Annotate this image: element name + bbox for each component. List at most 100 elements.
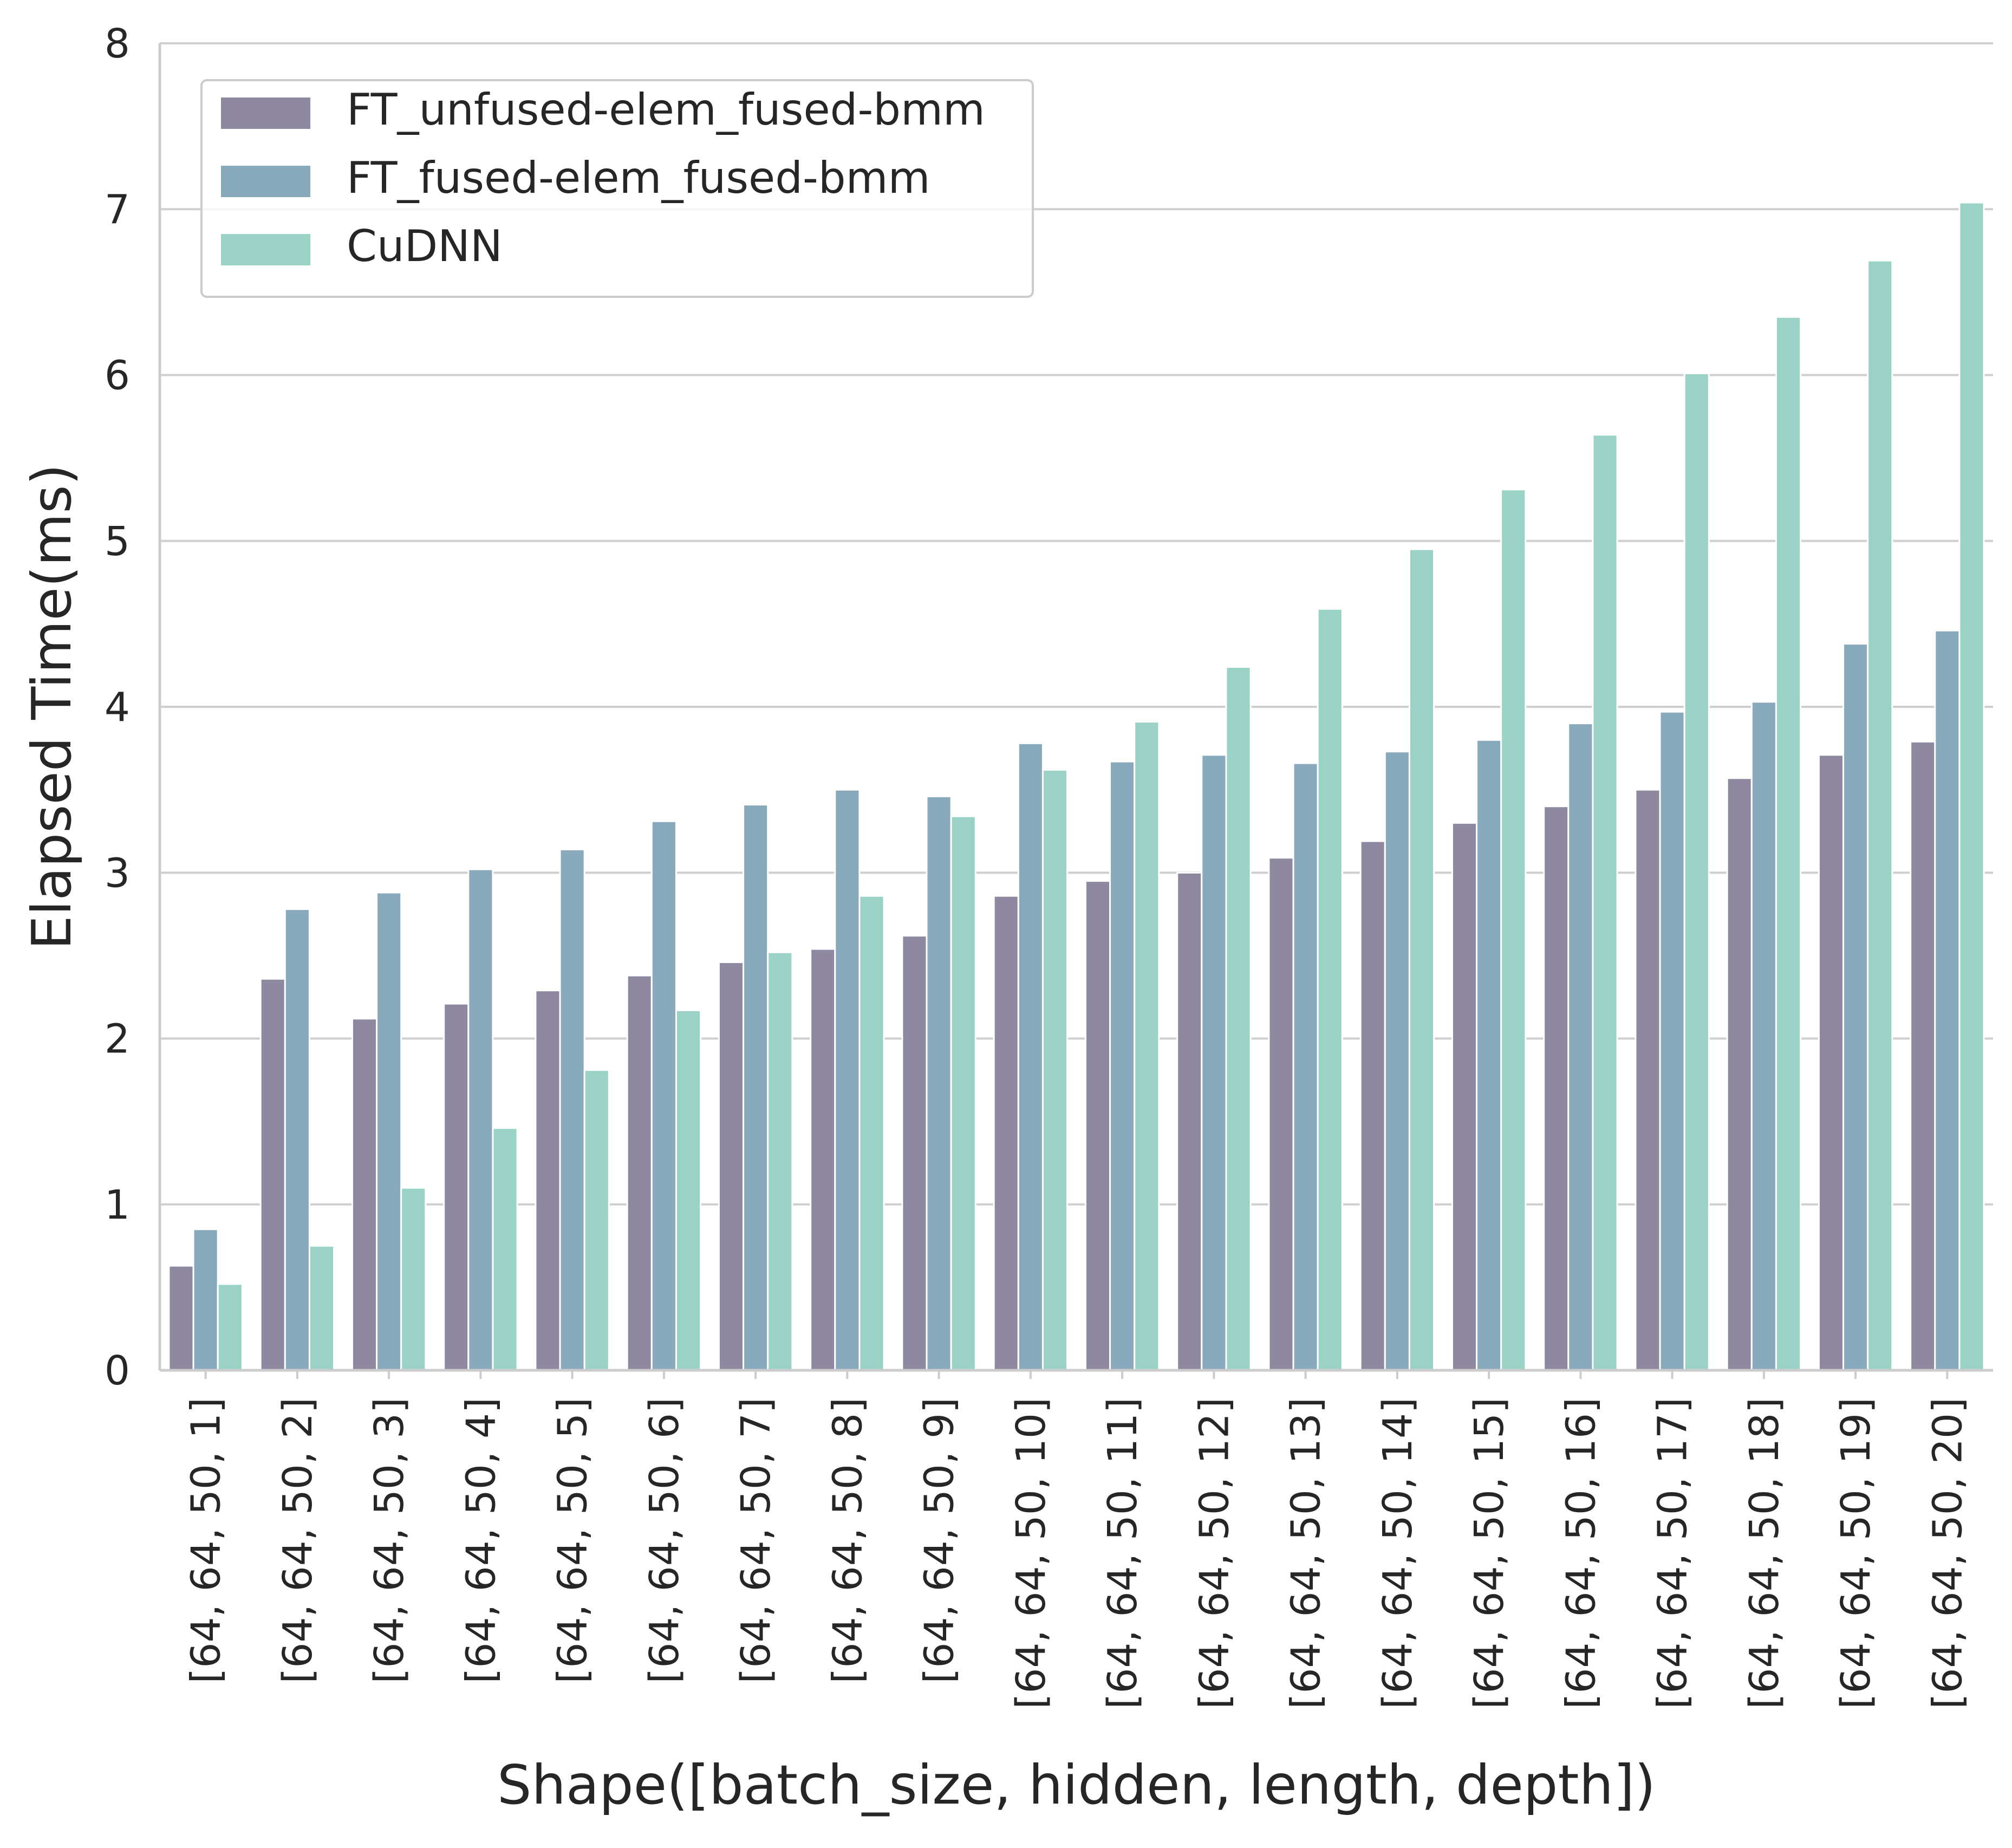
bar-ft-fused-elem-fused-bmm-1	[192, 1228, 219, 1371]
bar-ft-fused-elem-fused-bmm-13	[1292, 762, 1319, 1371]
bar-ft-fused-elem-fused-bmm-6	[650, 820, 677, 1371]
bar-cudnn-12	[1225, 666, 1252, 1371]
bar-cudnn-11	[1134, 721, 1160, 1371]
x-tick-label: [64, 64, 50, 18]	[1741, 1397, 1788, 1709]
x-tick-label: [64, 64, 50, 19]	[1833, 1397, 1879, 1709]
y-tick-label: 4	[105, 684, 130, 731]
bar-ft-fused-elem-fused-bmm-20	[1934, 629, 1961, 1371]
x-tick-label: [64, 64, 50, 6]	[641, 1397, 688, 1683]
legend-label: FT_fused-elem_fused-bmm	[347, 153, 930, 203]
x-tick-label: [64, 64, 50, 10]	[1008, 1397, 1054, 1709]
y-tick-label: 6	[105, 353, 130, 399]
bar-cudnn-3	[400, 1187, 427, 1371]
bar-cudnn-8	[858, 895, 885, 1371]
x-tick-label: [64, 64, 50, 14]	[1375, 1397, 1421, 1709]
bar-ft-fused-elem-fused-bmm-9	[926, 795, 952, 1371]
legend-label: FT_unfused-elem_fused-bmm	[347, 84, 985, 135]
bar-cudnn-9	[950, 815, 976, 1371]
legend-label: CuDNN	[347, 221, 503, 271]
bar-cudnn-2	[308, 1245, 335, 1371]
x-tick-label: [64, 64, 50, 8]	[824, 1397, 871, 1683]
bar-ft-unfused-elem-fused-bmm-18	[1726, 777, 1753, 1371]
x-tick-label: [64, 64, 50, 3]	[366, 1397, 413, 1683]
bar-cudnn-14	[1408, 548, 1435, 1371]
x-tick-label: [64, 64, 50, 12]	[1191, 1397, 1238, 1709]
bar-ft-unfused-elem-fused-bmm-5	[535, 990, 561, 1371]
axes	[158, 43, 1993, 1372]
bar-ft-unfused-elem-fused-bmm-20	[1910, 740, 1936, 1371]
x-tick-label: [64, 64, 50, 11]	[1099, 1397, 1146, 1709]
x-tick-label: [64, 64, 50, 1]	[183, 1397, 230, 1683]
bar-ft-unfused-elem-fused-bmm-7	[718, 961, 745, 1371]
bar-ft-unfused-elem-fused-bmm-4	[443, 1003, 470, 1371]
bar-cudnn-16	[1592, 434, 1618, 1371]
bar-ft-unfused-elem-fused-bmm-10	[993, 895, 1019, 1371]
bar-ft-unfused-elem-fused-bmm-2	[259, 978, 286, 1371]
bar-cudnn-1	[217, 1283, 243, 1371]
legend-swatch	[221, 166, 310, 197]
bar-ft-fused-elem-fused-bmm-3	[376, 892, 402, 1371]
y-tick-label: 5	[105, 518, 130, 565]
bar-ft-fused-elem-fused-bmm-11	[1109, 760, 1136, 1371]
bar-ft-unfused-elem-fused-bmm-15	[1451, 822, 1478, 1371]
bar-ft-fused-elem-fused-bmm-19	[1842, 643, 1869, 1371]
bar-ft-fused-elem-fused-bmm-12	[1201, 754, 1227, 1371]
legend-frame	[200, 79, 1034, 298]
bar-ft-unfused-elem-fused-bmm-16	[1543, 805, 1570, 1371]
x-tick-label: [64, 64, 50, 4]	[458, 1397, 504, 1683]
bar-ft-fused-elem-fused-bmm-5	[559, 848, 585, 1371]
bar-ft-unfused-elem-fused-bmm-13	[1268, 857, 1294, 1371]
y-axis-title: Elapsed Time(ms)	[20, 464, 83, 950]
bar-ft-unfused-elem-fused-bmm-6	[626, 974, 653, 1371]
x-tick-label: [64, 64, 50, 2]	[275, 1397, 321, 1683]
bar-cudnn-18	[1775, 316, 1802, 1371]
bar-ft-unfused-elem-fused-bmm-8	[810, 948, 836, 1371]
bar-ft-fused-elem-fused-bmm-4	[467, 868, 494, 1371]
bar-cudnn-15	[1500, 489, 1527, 1371]
bar-cudnn-10	[1041, 769, 1069, 1371]
x-tick-label: [64, 64, 50, 16]	[1558, 1397, 1604, 1709]
bar-ft-unfused-elem-fused-bmm-14	[1359, 840, 1386, 1371]
bar-ft-fused-elem-fused-bmm-18	[1750, 701, 1777, 1371]
bar-ft-unfused-elem-fused-bmm-1	[168, 1265, 194, 1371]
bar-ft-unfused-elem-fused-bmm-3	[351, 1018, 378, 1371]
x-tick-label: [64, 64, 50, 7]	[733, 1397, 779, 1683]
x-tick-label: [64, 64, 50, 5]	[550, 1397, 596, 1683]
y-tick-label: 8	[105, 21, 130, 67]
x-tick-label: [64, 64, 50, 15]	[1466, 1397, 1513, 1709]
bar-ft-fused-elem-fused-bmm-15	[1476, 739, 1502, 1371]
bar-ft-unfused-elem-fused-bmm-12	[1176, 871, 1203, 1371]
bar-cudnn-17	[1683, 372, 1710, 1371]
bar-ft-fused-elem-fused-bmm-8	[834, 789, 861, 1371]
bars	[168, 201, 1985, 1371]
bar-cudnn-5	[583, 1069, 610, 1371]
legend-swatch	[221, 97, 310, 129]
bar-cudnn-6	[675, 1009, 702, 1371]
bar-cudnn-4	[492, 1127, 518, 1371]
x-tick-label: [64, 64, 50, 17]	[1650, 1397, 1696, 1709]
x-axis-title: Shape([batch_size, hidden, length, depth…	[497, 1753, 1656, 1817]
bar-cudnn-19	[1867, 259, 1893, 1371]
y-tick-label: 3	[105, 850, 130, 896]
x-tick-labels: [64, 64, 50, 1] [64, 64, 50, 2] [64, 64, 5…	[183, 1370, 1971, 1709]
bar-cudnn-7	[767, 951, 793, 1371]
legend-swatch	[221, 234, 310, 265]
bar-ft-fused-elem-fused-bmm-17	[1659, 711, 1685, 1371]
bar-ft-fused-elem-fused-bmm-7	[743, 804, 769, 1371]
x-tick-label: [64, 64, 50, 9]	[916, 1397, 963, 1683]
y-tick-label: 1	[105, 1182, 130, 1228]
bar-cudnn-20	[1958, 201, 1985, 1371]
bar-ft-fused-elem-fused-bmm-2	[284, 908, 310, 1371]
y-tick-label: 2	[105, 1016, 130, 1063]
x-tick-label: [64, 64, 50, 20]	[1924, 1397, 1971, 1709]
y-tick-label: 0	[105, 1348, 130, 1394]
legend: FT_unfused-elem_fused-bmm FT_fused-elem_f…	[200, 79, 1034, 298]
y-tick-labels: 0 1 2 3 4 5 6 7 8	[105, 21, 130, 1394]
bar-ft-unfused-elem-fused-bmm-9	[901, 935, 928, 1371]
bar-ft-unfused-elem-fused-bmm-11	[1084, 880, 1111, 1371]
bar-ft-fused-elem-fused-bmm-16	[1567, 723, 1594, 1371]
x-tick-label: [64, 64, 50, 13]	[1283, 1397, 1330, 1709]
bar-ft-fused-elem-fused-bmm-10	[1017, 742, 1044, 1371]
